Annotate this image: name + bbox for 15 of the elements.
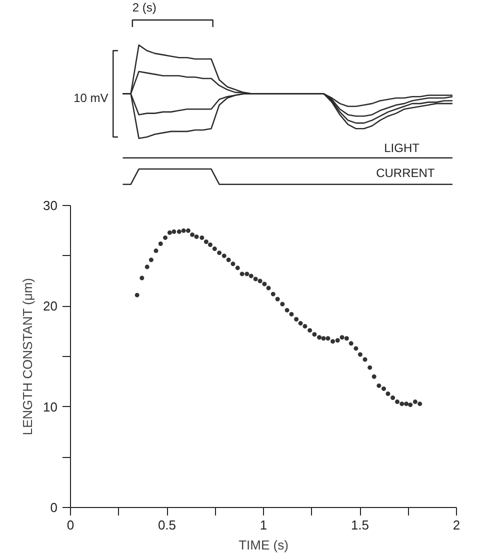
y-tick-label: 10 — [43, 399, 58, 414]
annotation: LIGHT — [384, 141, 420, 156]
x-tick-label: 2 — [452, 518, 460, 532]
annotation: CURRENT — [376, 166, 436, 180]
x-tick-label: 0 — [66, 518, 74, 532]
x-tick-label: 1.5 — [350, 518, 370, 532]
x-axis-title: TIME (s) — [238, 538, 288, 552]
y-axis-title: LENGTH CONSTANT (μm) — [20, 278, 36, 436]
text: 10 mV — [74, 91, 108, 105]
y-tick-label: 0 — [50, 500, 58, 515]
x-tick-label: 0.5 — [158, 518, 176, 532]
x-tick-label: 1 — [260, 518, 268, 532]
text: 2 (s) — [132, 0, 156, 14]
y-tick-label: 20 — [43, 298, 58, 314]
y-tick-label: 30 — [43, 198, 58, 213]
